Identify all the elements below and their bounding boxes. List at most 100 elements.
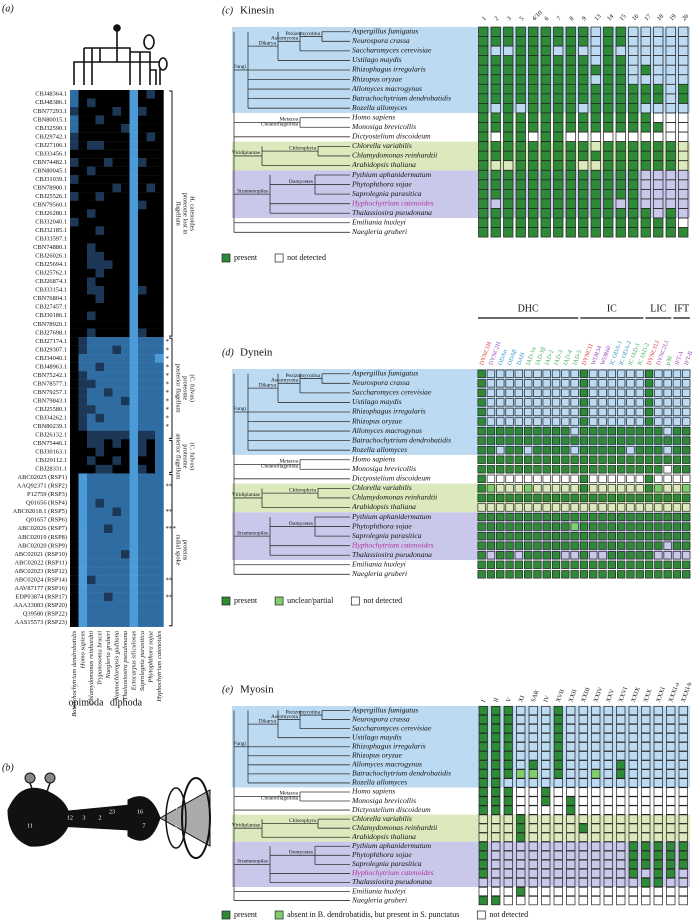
heat-cell [146, 371, 156, 380]
presence-cell [653, 160, 664, 171]
presence-cell [503, 169, 514, 181]
presence-cell [663, 474, 672, 483]
presence-cell [478, 150, 489, 162]
heat-cell [87, 533, 96, 542]
presence-cell [516, 841, 526, 851]
presence-cell [561, 560, 570, 569]
presence-cell [616, 398, 626, 407]
presence-cell [566, 877, 576, 888]
presence-cell [553, 841, 563, 851]
presence-cell [570, 417, 579, 426]
presence-cell [653, 705, 663, 716]
presence-cell [579, 551, 589, 560]
column-label: XXV [605, 688, 616, 703]
row-label: ABC02020 (RSP9) [17, 542, 67, 549]
heat-cell [138, 166, 147, 176]
heat-cell [129, 124, 139, 133]
presence-cell [598, 388, 607, 398]
presence-cell [478, 841, 488, 851]
presence-cell [663, 560, 672, 569]
presence-cell [528, 832, 538, 842]
row-label: Q01657 (RSP6) [26, 517, 67, 524]
presence-cell [578, 131, 589, 142]
presence-cell [505, 570, 514, 579]
heat-cell [155, 379, 164, 389]
presence-cell [486, 522, 496, 531]
heat-cell [121, 396, 130, 406]
presence-cell [541, 832, 551, 842]
presence-cell [516, 859, 526, 869]
species-label: Dictyostelium discoideum [351, 132, 431, 141]
heat-cell [87, 166, 96, 176]
heat-cell [87, 447, 96, 457]
presence-cell [523, 379, 533, 388]
heat-cell [87, 107, 96, 116]
species-label: Hyphochytrium catenoides [351, 868, 434, 877]
presence-cell [678, 724, 688, 734]
presence-cell [515, 150, 526, 162]
heat-cell [146, 541, 156, 551]
presence-cell [551, 531, 561, 541]
presence-cell [551, 436, 561, 445]
presence-cell [665, 208, 676, 219]
presence-cell [607, 388, 616, 398]
presence-cell [565, 36, 576, 47]
column-label: 17 [643, 12, 653, 22]
presence-cell [672, 398, 682, 407]
heat-cell [155, 422, 164, 431]
presence-cell [523, 512, 533, 522]
presence-cell [565, 45, 576, 56]
species-label: Chlamydomonas reinhardtii [352, 823, 437, 832]
presence-cell [533, 465, 542, 474]
presence-cell [644, 503, 654, 512]
heat-cell [155, 575, 164, 585]
presence-cell [589, 560, 598, 569]
presence-cell [565, 103, 576, 114]
heat-cell [95, 379, 105, 389]
heat-cell [138, 90, 147, 99]
heat-cell [129, 575, 139, 585]
legend-swatch [350, 596, 360, 606]
presence-cell [540, 227, 551, 238]
column-label: 19 [668, 13, 677, 22]
legend-label: not detected [489, 910, 528, 919]
heat-cell [104, 618, 113, 627]
species-label: Neurospora crassa [351, 36, 410, 45]
heat-cell [112, 439, 122, 449]
heat-cell [95, 251, 105, 261]
species-label: Batrachochytrium dendrobatidis [352, 769, 451, 778]
heat-cell [87, 132, 96, 142]
presence-cell [523, 484, 533, 493]
heat-cell [155, 362, 164, 372]
heat-cell [155, 516, 164, 525]
column-label: 9 [581, 15, 588, 22]
presence-cell [551, 388, 561, 398]
heat-cell [112, 498, 122, 508]
heat-cell [104, 260, 113, 270]
presence-cell [589, 531, 598, 541]
presence-cell [626, 446, 635, 455]
heat-cell [104, 320, 113, 329]
presence-cell [598, 426, 607, 436]
heat-cell [70, 268, 79, 278]
species-label: Rozella allomyces [351, 445, 407, 454]
presence-cell [666, 751, 676, 761]
presence-cell [553, 796, 563, 806]
heat-cell [78, 226, 88, 236]
presence-cell [641, 769, 651, 779]
heat-cell [155, 166, 164, 176]
heat-cell [129, 498, 139, 508]
heat-cell [95, 294, 105, 304]
presence-cell [486, 512, 496, 522]
presence-cell [515, 55, 526, 66]
clade-label: Oomycetes [289, 521, 313, 527]
species-label: Chlamydomonas reinhardtii [352, 493, 437, 502]
heat-cell [112, 388, 122, 397]
heat-cell [138, 422, 147, 431]
presence-cell [516, 796, 526, 806]
presence-cell [514, 541, 523, 550]
column-label: 6 [543, 15, 550, 22]
heat-cell [70, 405, 79, 414]
presence-cell [523, 436, 533, 445]
presence-cell [540, 141, 551, 152]
